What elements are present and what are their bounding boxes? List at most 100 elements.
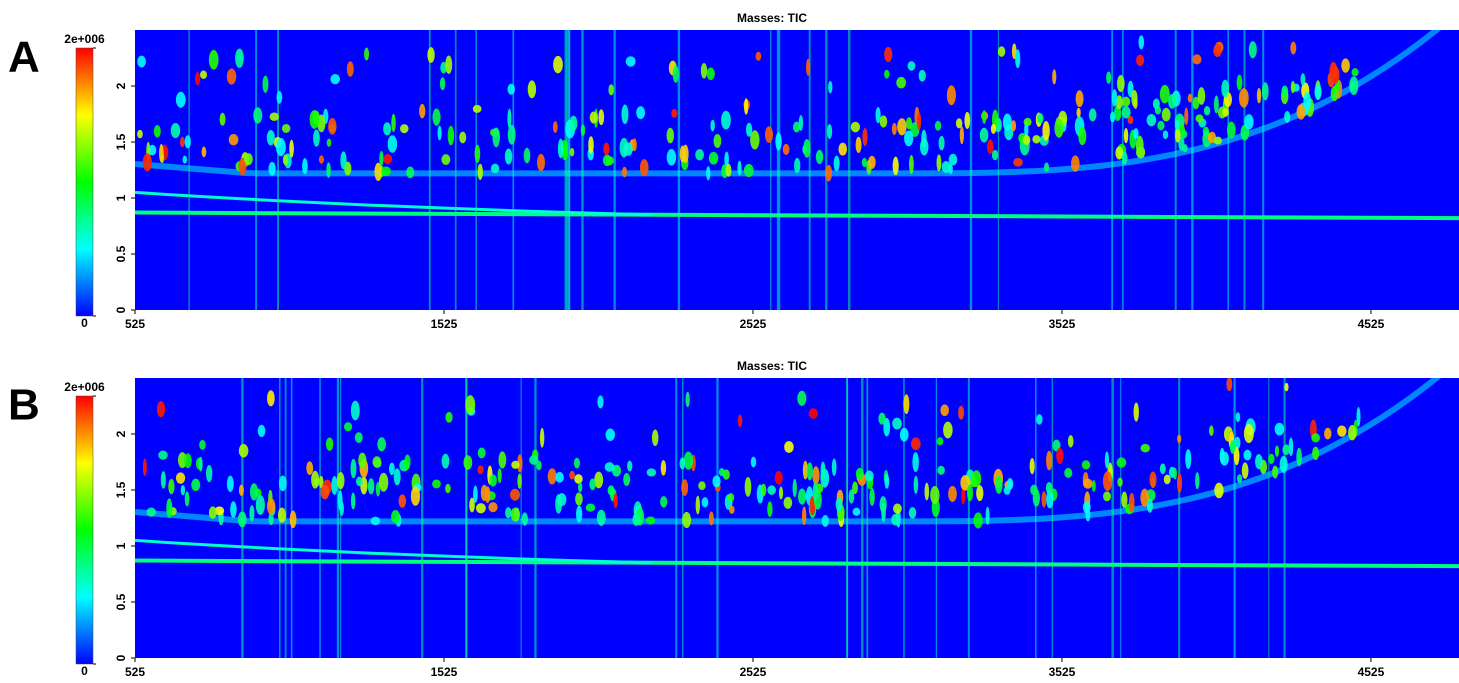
peak <box>913 475 919 494</box>
peak <box>437 125 442 141</box>
peak <box>1064 467 1073 479</box>
peak <box>182 155 188 164</box>
peak <box>1075 90 1084 108</box>
peak <box>517 454 523 473</box>
peak <box>973 512 983 529</box>
peak <box>1131 89 1138 107</box>
peak <box>1351 68 1359 77</box>
peak <box>269 112 279 121</box>
peak <box>1330 86 1339 102</box>
peak <box>710 119 715 132</box>
peak <box>803 139 811 158</box>
peak <box>585 503 596 512</box>
peak <box>184 491 190 507</box>
y-tick-label: 1.5 <box>114 481 128 498</box>
peak <box>875 107 881 124</box>
peak <box>391 113 396 132</box>
peak <box>943 421 953 439</box>
peak <box>666 149 677 166</box>
peak <box>1115 95 1123 110</box>
plot-content <box>135 30 1459 310</box>
peak <box>1127 115 1134 125</box>
peak <box>632 513 641 526</box>
peak <box>1041 491 1047 508</box>
peak <box>354 432 363 443</box>
peak <box>869 487 875 506</box>
peak <box>576 505 583 523</box>
peak <box>782 143 790 156</box>
peak <box>621 104 629 125</box>
peak <box>475 503 486 514</box>
peak <box>406 166 415 179</box>
peak <box>721 110 731 130</box>
x-tick-label: 2525 <box>740 665 767 679</box>
peak <box>569 147 575 157</box>
peak <box>398 494 407 508</box>
peak <box>645 516 656 525</box>
peak <box>1140 443 1150 453</box>
peak <box>320 484 330 500</box>
peak <box>1187 93 1193 103</box>
peak <box>1023 117 1032 127</box>
peak <box>1104 451 1110 469</box>
peak <box>510 488 521 501</box>
peak <box>282 154 289 166</box>
peak <box>631 138 637 152</box>
peak <box>1159 463 1166 475</box>
peak <box>724 151 729 168</box>
peak <box>463 455 473 470</box>
peak <box>701 497 709 508</box>
peak <box>331 476 338 495</box>
heatmap-panel: A Masses: TIC 525 1525 2525 3525 4525 0 0.5 1 1.5 2… <box>8 11 1459 331</box>
peak <box>899 427 909 442</box>
chart-title: Masses: TIC <box>737 11 807 25</box>
peak <box>797 390 807 406</box>
peak <box>389 462 395 476</box>
peak <box>573 457 580 469</box>
peak <box>1274 422 1285 436</box>
x-tick-label: 3525 <box>1049 317 1076 331</box>
peak <box>755 51 762 61</box>
peak <box>507 108 512 129</box>
peak <box>477 163 483 181</box>
peak <box>160 471 166 489</box>
peak <box>985 506 990 525</box>
peak <box>266 498 276 515</box>
peak <box>281 123 291 133</box>
peak <box>660 460 667 476</box>
peak <box>517 473 522 489</box>
peak <box>1161 107 1171 122</box>
peak <box>372 456 382 468</box>
peak <box>350 458 357 479</box>
peak <box>892 156 899 176</box>
peak <box>339 501 344 516</box>
peak <box>743 98 749 115</box>
chart-title: Masses: TIC <box>737 359 807 373</box>
peak <box>1081 460 1091 470</box>
peak <box>539 427 545 448</box>
peak <box>1110 111 1116 123</box>
peak <box>1044 162 1050 173</box>
peak <box>1136 54 1145 67</box>
peak <box>146 507 156 517</box>
peak <box>1290 41 1297 55</box>
peak <box>1091 480 1096 492</box>
peak <box>744 477 752 497</box>
peak <box>809 496 816 516</box>
peak <box>166 498 173 518</box>
peak <box>636 106 646 120</box>
peak <box>1146 498 1153 513</box>
peak <box>328 118 337 135</box>
peak <box>1356 407 1361 427</box>
peak <box>698 481 706 490</box>
peak <box>997 46 1006 57</box>
x-tick-label: 4525 <box>1358 317 1385 331</box>
peak <box>604 462 615 472</box>
peak <box>1268 453 1275 465</box>
peak <box>1013 157 1023 167</box>
peak <box>230 501 237 518</box>
peak <box>1337 425 1347 437</box>
peak <box>1135 135 1144 155</box>
peak <box>325 437 334 451</box>
y-tick-label: 0.5 <box>114 593 128 610</box>
